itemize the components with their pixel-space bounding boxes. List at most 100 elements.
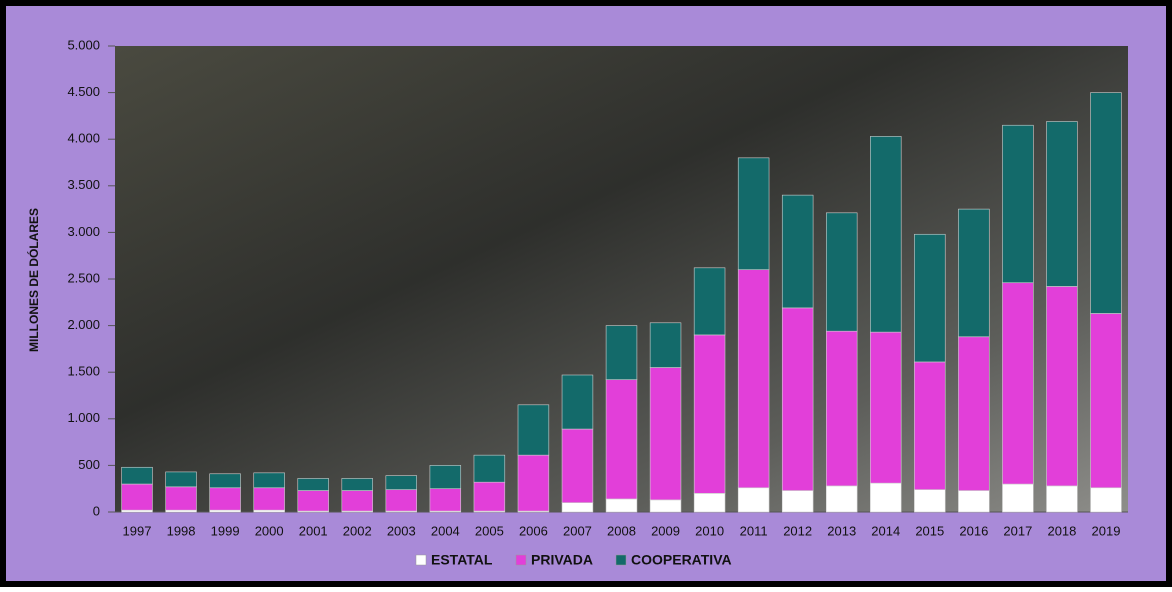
bar-segment xyxy=(1090,92,1122,314)
bar-segment xyxy=(517,404,550,456)
bar-segment xyxy=(781,490,814,513)
y-tick-label: 1.000 xyxy=(67,410,100,425)
bar-segment xyxy=(561,374,594,430)
bar-segment xyxy=(693,334,726,494)
bar-segment xyxy=(914,489,946,513)
legend-label: PRIVADA xyxy=(531,552,593,568)
y-tick-label: 2.000 xyxy=(67,317,100,332)
x-tick-label: 2003 xyxy=(387,523,416,538)
bar-segment xyxy=(870,136,902,333)
y-tick-label: 4.000 xyxy=(67,131,100,146)
bar-segment xyxy=(165,471,197,488)
bar-segment xyxy=(605,498,638,513)
legend-swatch xyxy=(415,554,427,566)
y-tick-label: 3.000 xyxy=(67,224,100,239)
bar-segment xyxy=(649,367,682,501)
bar-segment xyxy=(297,490,329,512)
bar-segment xyxy=(561,502,594,513)
x-tick-label: 2018 xyxy=(1047,523,1076,538)
bar-segment xyxy=(1090,487,1122,513)
x-tick-label: 2004 xyxy=(431,523,460,538)
y-tick-label: 1.500 xyxy=(67,364,100,379)
bar-segment xyxy=(958,490,990,513)
bar-segment xyxy=(914,361,946,490)
bar-segment xyxy=(781,307,814,491)
bar-segment xyxy=(473,481,506,512)
x-tick-label: 2011 xyxy=(740,523,768,538)
bar-segment xyxy=(1046,286,1078,487)
bar-segment xyxy=(385,475,417,490)
y-tick-label: 500 xyxy=(78,457,100,472)
bar-segment xyxy=(693,493,726,513)
x-tick-label: 2005 xyxy=(475,523,504,538)
bar-segment xyxy=(693,267,726,336)
bar-segment xyxy=(429,488,462,512)
x-tick-label: 2015 xyxy=(915,523,944,538)
bar-segment xyxy=(781,194,814,309)
bar-segment xyxy=(1002,124,1034,284)
bar-segment xyxy=(121,466,153,485)
bar-segment xyxy=(341,478,373,491)
bar-segment xyxy=(1046,485,1078,513)
x-tick-label: 1999 xyxy=(211,523,240,538)
y-tick-label: 5.000 xyxy=(67,37,100,52)
legend-label: COOPERATIVA xyxy=(631,552,732,568)
bar-segment xyxy=(649,322,682,368)
bar-segment xyxy=(649,499,682,513)
x-tick-label: 1997 xyxy=(123,523,152,538)
x-tick-label: 2016 xyxy=(959,523,988,538)
bar-segment xyxy=(297,478,329,491)
bar-segment xyxy=(473,454,506,483)
bar-segment xyxy=(737,487,770,513)
legend-swatch xyxy=(615,554,627,566)
x-tick-label: 2017 xyxy=(1003,523,1032,538)
bar-segment xyxy=(385,489,417,512)
x-tick-label: 2012 xyxy=(783,523,812,538)
y-tick-label: 2.500 xyxy=(67,270,100,285)
bar-segment xyxy=(826,330,858,487)
legend-swatch xyxy=(515,554,527,566)
y-tick-label: 4.500 xyxy=(67,84,100,99)
bar-segment xyxy=(165,486,197,511)
bar-segment xyxy=(253,472,285,489)
bar-segment xyxy=(870,482,902,513)
bar-segment xyxy=(1046,121,1078,287)
x-tick-label: 2000 xyxy=(255,523,284,538)
bar-segment xyxy=(429,465,462,489)
bar-segment xyxy=(958,336,990,491)
bar-segment xyxy=(341,490,373,512)
x-tick-label: 2008 xyxy=(607,523,636,538)
bar-segment xyxy=(826,485,858,513)
legend-label: ESTATAL xyxy=(431,552,493,568)
bar-segment xyxy=(209,473,241,489)
bar-segment xyxy=(870,331,902,484)
bar-segment xyxy=(561,428,594,503)
x-tick-label: 2013 xyxy=(827,523,856,538)
bar-segment xyxy=(914,233,946,363)
x-tick-label: 2010 xyxy=(695,523,724,538)
x-tick-label: 2014 xyxy=(871,523,900,538)
bar-segment xyxy=(826,212,858,332)
y-axis-label: MILLONES DE DÓLARES xyxy=(26,208,41,352)
x-tick-label: 2006 xyxy=(519,523,548,538)
y-tick-label: 0 xyxy=(93,503,100,518)
x-tick-label: 2007 xyxy=(563,523,592,538)
bar-segment xyxy=(605,379,638,500)
bar-segment xyxy=(1002,282,1034,485)
bar-segment xyxy=(253,487,285,511)
bar-segment xyxy=(517,454,550,512)
bar-segment xyxy=(737,269,770,489)
x-tick-label: 2002 xyxy=(343,523,372,538)
bar-segment xyxy=(605,325,638,380)
bar-segment xyxy=(737,157,770,270)
x-tick-label: 2001 xyxy=(299,523,328,538)
bar-segment xyxy=(958,208,990,338)
x-tick-label: 2009 xyxy=(651,523,680,538)
bar-segment xyxy=(121,483,153,511)
x-tick-label: 2019 xyxy=(1092,523,1121,538)
bar-segment xyxy=(1090,313,1122,489)
bar-segment xyxy=(209,487,241,511)
y-tick-label: 3.500 xyxy=(67,177,100,192)
